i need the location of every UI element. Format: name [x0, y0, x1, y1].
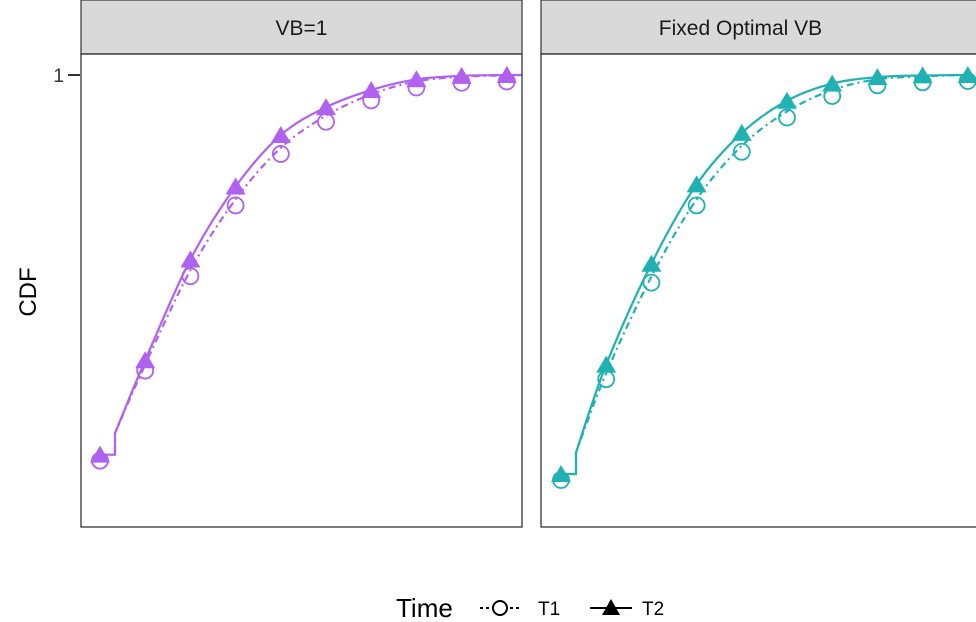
data-point-t2: [551, 464, 571, 482]
facet-strip: [540, 0, 976, 55]
data-point-t2: [912, 66, 933, 84]
legend: Time T1 T2: [396, 593, 664, 622]
data-point-t2: [686, 175, 707, 193]
facet-panel: VB=1: [80, 0, 562, 528]
data-point-t1: [778, 108, 796, 127]
data-point-t2: [596, 355, 617, 373]
data-point-t1: [226, 196, 245, 215]
legend-label-t1: T1: [538, 599, 560, 620]
data-point-t2: [542, 66, 562, 83]
data-point-t2: [641, 254, 662, 272]
legend-key-t1: [480, 600, 521, 616]
panel-border: [80, 53, 523, 528]
filled-triangle-icon: [602, 599, 620, 615]
series-line-t1: [100, 74, 522, 456]
data-point-t1: [642, 273, 661, 292]
data-point-t2: [361, 81, 382, 99]
legend-title: Time: [396, 593, 453, 622]
y-tick-label: 1: [53, 66, 64, 87]
facet-strip-label: VB=1: [276, 17, 328, 40]
data-point-t1: [317, 112, 335, 131]
data-point-t2: [496, 66, 517, 83]
data-point-t2: [270, 126, 291, 144]
data-point-t2: [957, 66, 976, 83]
legend-key-t2: [590, 599, 632, 615]
panels: VB=1 Fixed Optimal VB: [80, 0, 976, 528]
data-point-t2: [822, 74, 843, 92]
data-point-t2: [731, 123, 752, 141]
facet-panel: Fixed Optimal VB: [540, 0, 976, 528]
facet-strip-label: Fixed Optimal VB: [659, 17, 822, 40]
data-point-t2: [180, 250, 201, 268]
series-line-t1: [561, 73, 968, 476]
panel-border: [540, 53, 976, 528]
data-point-t1: [271, 145, 290, 163]
series-line-t2: [561, 73, 968, 476]
data-point-t2: [135, 351, 156, 369]
data-point-t1: [544, 73, 560, 89]
data-point-t2: [406, 70, 427, 88]
data-point-t2: [316, 98, 336, 116]
data-point-t2: [225, 177, 246, 195]
data-point-t2: [777, 91, 797, 109]
open-circle-icon: [492, 600, 508, 616]
facet-strip: [80, 0, 523, 55]
data-point-t1: [687, 196, 706, 215]
y-axis-label: CDF: [15, 267, 42, 316]
data-point-t2: [867, 68, 888, 86]
series-line-t2: [100, 73, 522, 456]
data-point-t1: [732, 142, 751, 161]
legend-label-t2: T2: [642, 599, 664, 620]
data-point-t2: [90, 445, 110, 463]
data-point-t2: [451, 66, 472, 84]
